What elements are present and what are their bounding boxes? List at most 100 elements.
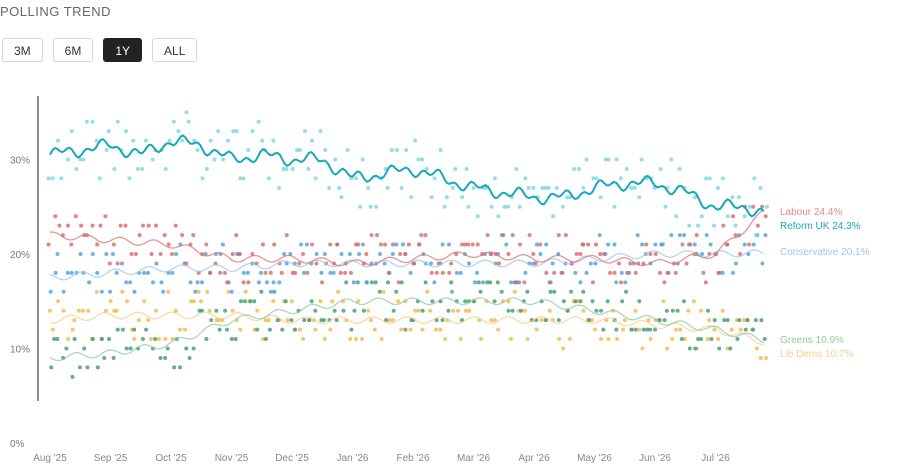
poll-dot [282,252,287,256]
poll-dot [616,261,621,266]
poll-dot [429,270,434,275]
x-tick-label: Jun '26 [639,453,671,464]
x-tick-label: Oct '25 [155,453,187,464]
poll-dot [547,308,552,313]
poll-dot [438,327,443,332]
poll-dot [299,242,304,247]
poll-dot [237,252,242,256]
poll-dot [471,185,476,190]
poll-dot [238,299,243,304]
poll-dot [612,242,617,247]
poll-dot [684,261,689,266]
poll-dot [375,233,380,238]
poll-dot [430,299,435,304]
poll-dot [203,252,208,256]
range-button-3m[interactable]: 3M [2,38,43,62]
poll-dot [132,337,137,342]
range-button-6m[interactable]: 6M [52,38,94,62]
poll-dot [231,129,236,134]
poll-dot [660,242,665,247]
poll-dot [355,280,360,285]
poll-dot [266,176,271,181]
poll-dot [85,365,90,370]
poll-dot [321,318,326,323]
poll-dot [158,252,163,256]
poll-dot [124,280,129,285]
poll-dot [717,346,722,351]
poll-dot [129,252,134,256]
poll-dot [624,166,629,171]
poll-dot [390,242,395,247]
poll-dot [318,129,323,134]
poll-dot [578,280,583,285]
poll-dot [57,223,62,228]
poll-dot [356,242,361,247]
poll-dot [277,280,282,285]
poll-dot [614,280,619,285]
poll-dot [556,233,561,238]
poll-dot [159,280,164,285]
poll-dot [195,148,200,153]
poll-dot [712,318,717,323]
poll-dot [153,223,158,228]
poll-dot [722,318,727,323]
poll-dot [150,280,155,285]
poll-dot [204,337,209,342]
poll-dot [742,242,747,247]
poll-dot [90,337,95,342]
poll-dot [584,157,589,162]
poll-dot [153,337,158,342]
poll-dot [205,289,210,294]
poll-dot [534,242,539,247]
poll-dot [736,195,741,200]
poll-dot [289,299,294,304]
poll-dot [310,138,315,143]
poll-dot [527,233,532,238]
poll-dot [444,195,449,200]
poll-dot [48,308,53,313]
poll-dot [149,252,154,256]
poll-dot [238,176,243,181]
poll-dot [587,318,592,323]
poll-dot [738,252,743,256]
poll-dot [691,299,696,304]
poll-dot [578,299,583,304]
poll-dot [394,289,399,294]
poll-dot [641,327,646,332]
poll-dot [220,242,225,247]
poll-dot [593,242,598,247]
poll-dot [318,299,323,304]
poll-dot [599,337,604,342]
poll-dot [573,270,578,275]
poll-dot [95,365,100,370]
poll-dot [360,337,365,342]
poll-dot [420,157,425,162]
range-button-1y[interactable]: 1Y [103,38,143,62]
poll-dot [752,176,757,181]
poll-dot [360,242,365,247]
poll-dot [472,280,477,285]
poll-dot [514,166,519,171]
poll-dot [230,308,235,313]
range-button-all[interactable]: ALL [152,38,198,62]
poll-dot [313,308,318,313]
poll-dot [725,346,730,351]
poll-dot [56,299,61,304]
poll-dot [646,318,651,323]
poll-dot [95,242,100,247]
poll-dot [69,242,74,247]
poll-dot [682,337,687,342]
poll-dot [620,299,625,304]
poll-dot [191,346,196,351]
poll-dot [64,346,69,351]
poll-dot [74,166,79,171]
poll-dot [148,337,153,342]
poll-dot [204,242,209,247]
poll-dot [619,270,624,275]
poll-dot [674,214,679,219]
poll-dot [440,318,445,323]
poll-dot [412,261,417,266]
poll-dot [629,185,634,190]
poll-dot [383,242,388,247]
poll-dot [581,308,586,313]
